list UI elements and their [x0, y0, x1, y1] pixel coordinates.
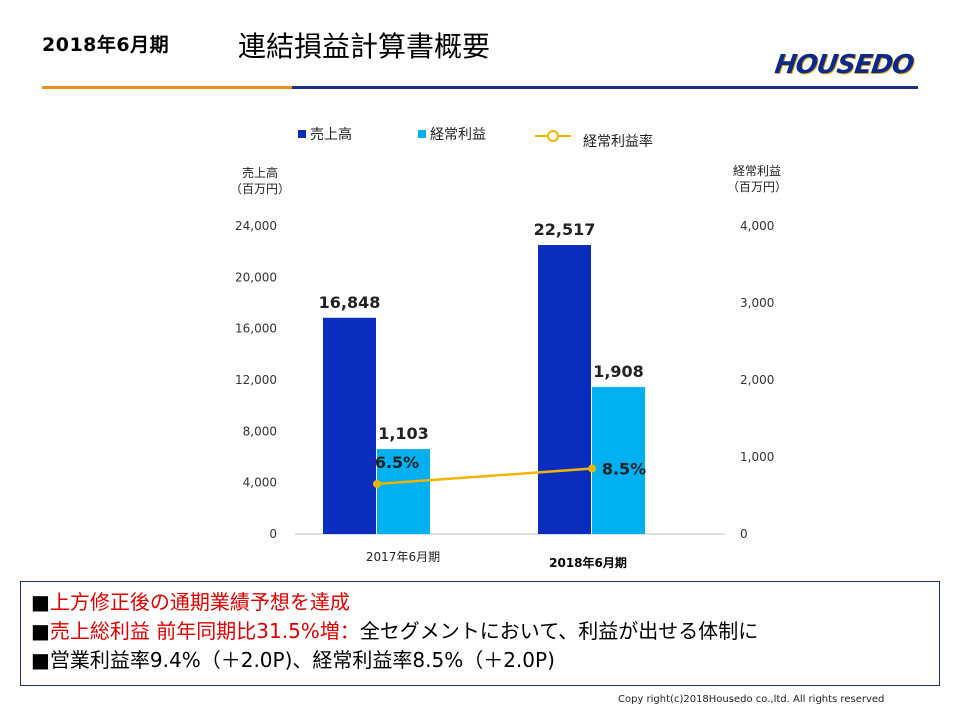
summary-line-1-highlight: 上方修正後の通期業績予想を達成	[49, 590, 350, 614]
bar-sales	[538, 245, 591, 534]
left-axis-tick-label: 16,000	[235, 322, 277, 336]
right-axis-tick-label: 3,000	[740, 296, 774, 310]
legend-sales-label: 売上高	[310, 126, 352, 143]
data-label-ordinary-profit: 1,103	[378, 424, 429, 443]
data-label-ordinary-profit: 1,908	[593, 362, 644, 381]
data-label-margin: 6.5%	[375, 453, 419, 472]
header-rule-navy	[292, 86, 918, 89]
left-axis-tick-label: 8,000	[243, 424, 277, 438]
left-axis-tick-label: 0	[269, 527, 277, 541]
legend-margin-marker	[547, 130, 559, 142]
bar-ordinary-profit	[592, 387, 645, 534]
left-axis-tick-label: 4,000	[243, 476, 277, 490]
legend-sales-swatch	[298, 130, 306, 138]
bullet-3: ■	[31, 648, 50, 672]
right-axis-tick-label: 4,000	[740, 219, 774, 233]
left-axis-tick-label: 20,000	[235, 270, 277, 284]
category-label: 2018年6月期	[549, 555, 627, 570]
consolidated-pl-chart: 0 4,000 8,000 12,000 16,000 20,000 24,000 0 1,00…	[230, 126, 787, 570]
margin-line	[376, 467, 593, 486]
left-axis-title-unit: （百万円）	[230, 182, 290, 196]
page-title: 連結損益計算書概要	[238, 30, 491, 63]
summary-line-2-text: 全セグメントにおいて、利益が出せる体制に	[359, 619, 759, 643]
summary-line-2: ■売上総利益 前年同期比31.5%増：全セグメントにおいて、利益が出せる体制に	[31, 617, 939, 646]
margin-point	[373, 479, 381, 488]
margin-point	[588, 464, 596, 473]
data-label-margin: 8.5%	[602, 460, 646, 479]
legend-margin-label: 経常利益率	[583, 133, 653, 150]
data-label-sales: 22,517	[534, 220, 596, 239]
right-axis-title: 経常利益	[733, 164, 781, 178]
right-axis-tick-label: 0	[740, 527, 748, 541]
summary-line-3-text: 営業利益率9.4%（＋2.0P)、経常利益率8.5%（＋2.0P)	[49, 648, 555, 672]
bar-ordinary-profit	[377, 449, 430, 534]
left-axis-tick-label: 12,000	[235, 373, 277, 387]
data-label-sales: 16,848	[319, 293, 381, 312]
header-rule-orange	[42, 86, 292, 89]
bullet-1: ■	[31, 590, 50, 614]
left-axis-title: 売上高	[242, 165, 278, 180]
copyright-footer: Copy right(c)2018Housedo co.,ltd. All ri…	[618, 694, 885, 705]
right-axis-tick-label: 2,000	[740, 373, 774, 387]
right-axis-title-unit: （百万円）	[727, 180, 787, 194]
right-axis-tick-label: 1,000	[740, 450, 774, 464]
left-axis-tick-label: 24,000	[235, 219, 277, 233]
summary-box: ■上方修正後の通期業績予想を達成 ■売上総利益 前年同期比31.5%増：全セグメ…	[20, 581, 940, 686]
bullet-2: ■	[31, 619, 50, 643]
summary-line-1: ■上方修正後の通期業績予想を達成	[31, 588, 939, 617]
bar-sales	[323, 317, 376, 534]
legend-profit-swatch	[418, 130, 426, 138]
summary-line-3: ■営業利益率9.4%（＋2.0P)、経常利益率8.5%（＋2.0P)	[31, 646, 939, 675]
header-period: 2018年6月期	[42, 34, 170, 56]
summary-line-2-highlight: 売上総利益 前年同期比31.5%増：	[49, 619, 360, 643]
legend-profit-label: 経常利益	[430, 127, 486, 143]
category-label: 2017年6月期	[366, 550, 440, 564]
